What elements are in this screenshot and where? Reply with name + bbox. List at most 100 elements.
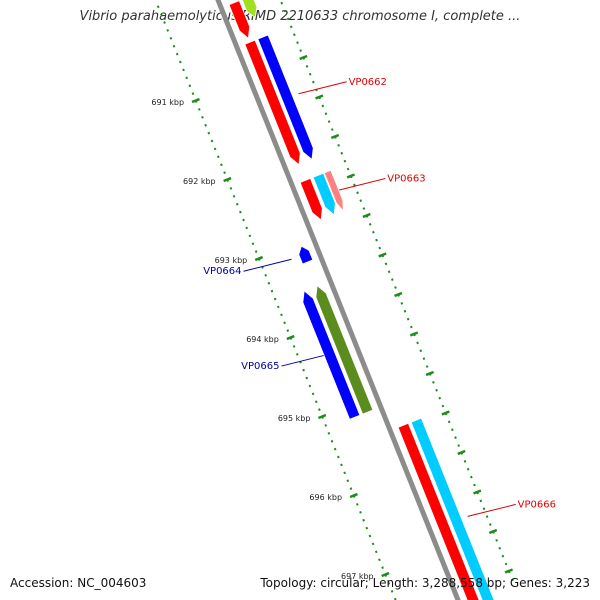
gene-label[interactable]: VP0664 [203,266,241,277]
ruler-dot [343,159,347,163]
ruler-dot [387,270,391,274]
ruler-dot [371,542,375,546]
ruler-dot [302,368,305,372]
gene-arrow[interactable] [228,0,251,40]
gene-label-leader [281,353,330,367]
ruler-tick-label: 692 kbp [183,177,216,186]
ruler-dot [305,376,309,380]
ruler-dot [245,226,249,230]
ruler-dot [276,305,280,309]
ruler-dot [359,199,363,203]
ruler-dot [321,104,325,108]
ruler-tick [299,54,308,61]
ruler-dot [292,345,296,348]
ruler-dot [216,155,220,159]
ruler-dot [220,163,223,167]
ruler-dot [378,558,381,562]
ruler-dot [368,222,372,226]
ruler-dot [160,13,163,16]
ruler-dot [365,526,369,530]
ruler-dot [447,420,451,424]
gene-arrow[interactable] [257,34,314,161]
gene-arrow[interactable] [315,284,374,415]
ruler-dot [295,352,299,356]
ruler-dot [308,384,312,388]
ruler-dot [403,309,407,313]
ruler-dot [286,329,290,332]
ruler-dot [283,9,287,13]
ruler-dot [318,408,321,411]
gene-label-leader [467,503,516,517]
gene-arrow[interactable] [299,177,323,221]
ruler-dot [353,183,356,187]
ruler-dot [207,131,211,135]
ruler-dot [479,499,483,503]
ruler-dot [311,392,315,396]
gene-label[interactable]: VP0662 [349,77,387,88]
ruler-dot [485,515,489,519]
ruler-dot [156,5,160,9]
ruler-dot [381,566,384,569]
ruler-dot [441,404,445,408]
ruler-dot [346,479,350,483]
ruler-dot [210,139,214,143]
ruler-dot [213,147,217,151]
ruler-tick [362,212,371,219]
gene-arrow[interactable] [241,0,258,18]
gene-arrow[interactable] [397,422,485,600]
ruler-dot [498,546,502,550]
ruler-dot [470,475,473,479]
ruler-dot [204,123,207,127]
ruler-dot [312,80,315,84]
ruler-dot [454,436,457,440]
ruler-tick-label: 693 kbp [215,256,248,265]
accession-text: Accession: NC_004603 [10,576,147,590]
genome-backbone [215,0,461,600]
ruler-dot [368,534,372,538]
ruler-dot [343,471,346,475]
gene-arrow[interactable] [323,169,344,213]
ruler-dot [340,463,343,467]
ruler-dot [293,33,296,37]
ruler-dot [425,365,429,368]
ruler-dot [438,396,442,400]
ruler-dot [201,115,204,119]
ruler-tick [441,410,450,416]
ruler-tick-label: 695 kbp [278,414,311,423]
gene-arrow[interactable] [312,172,336,216]
ruler-dot [387,582,391,585]
ruler-dot [333,447,337,451]
ruler-tick [330,133,340,140]
ruler-dot [308,72,312,76]
gene-label[interactable]: VP0665 [241,361,279,372]
ruler-dot [280,313,283,317]
gene-label-leader [243,258,292,272]
ruler-tick [317,413,327,420]
ruler-tick [425,370,435,377]
ruler-dot [337,455,340,459]
ruler-tick [409,331,419,337]
ruler-dot [197,108,201,111]
ruler-dot [330,128,334,131]
gene-label[interactable]: VP0666 [518,499,556,510]
ruler-dot [239,210,242,214]
ruler-dot [362,518,365,522]
ruler-dot [235,202,239,206]
ruler-tick [349,492,358,499]
ruler-dot [372,230,375,234]
ruler-dot [504,562,508,566]
gene-label[interactable]: VP0663 [387,174,425,185]
ruler-tick [473,489,482,495]
ruler-dot [289,25,293,29]
ruler-dot [188,84,192,88]
gene-arrow[interactable] [410,417,498,600]
gene-arrow[interactable] [302,290,361,420]
gene-arrow[interactable] [298,245,314,265]
ruler-dot [495,538,498,542]
ruler-dot [501,554,505,558]
ruler-dot [280,1,284,5]
ruler-dot [463,459,467,463]
ruler-dot [409,325,413,329]
gene-arrow[interactable] [244,39,301,166]
